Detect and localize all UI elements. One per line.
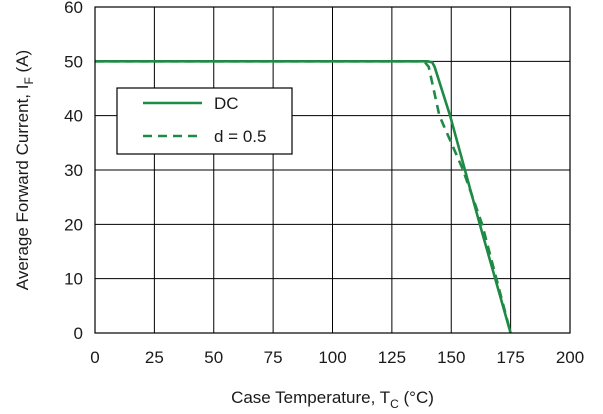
y-tick-30: 30: [64, 161, 83, 180]
y-tick-10: 10: [64, 270, 83, 289]
series-line-dc: [95, 60, 512, 334]
series-line-duty: [95, 60, 512, 334]
x-axis-title: Case Temperature, TC (°C): [231, 388, 434, 411]
x-tick-0: 0: [90, 348, 99, 367]
x-tick-25: 25: [145, 348, 164, 367]
x-tick-125: 125: [378, 348, 406, 367]
x-tick-200: 200: [556, 348, 584, 367]
y-tick-0: 0: [74, 324, 83, 343]
x-tick-175: 175: [496, 348, 524, 367]
x-tick-150: 150: [437, 348, 465, 367]
x-tick-50: 50: [204, 348, 223, 367]
y-tick-40: 40: [64, 107, 83, 126]
x-tick-75: 75: [264, 348, 283, 367]
legend-label-dc: DC: [214, 94, 239, 113]
legend: DC d = 0.5: [116, 87, 293, 155]
y-axis-title: Average Forward Current, IF (A): [13, 50, 36, 290]
grid: [94, 6, 571, 334]
legend-box: [116, 87, 293, 155]
y-tick-60: 60: [64, 0, 83, 17]
y-tick-labels: 0 10 20 30 40 50 60: [64, 0, 83, 343]
x-tick-labels: 0 25 50 75 100 125 150 175 200: [90, 348, 584, 367]
plot-frame: [94, 6, 571, 334]
series-lines: [95, 60, 512, 334]
x-tick-100: 100: [318, 348, 346, 367]
y-tick-20: 20: [64, 215, 83, 234]
legend-label-duty: d = 0.5: [214, 127, 266, 146]
y-tick-50: 50: [64, 52, 83, 71]
